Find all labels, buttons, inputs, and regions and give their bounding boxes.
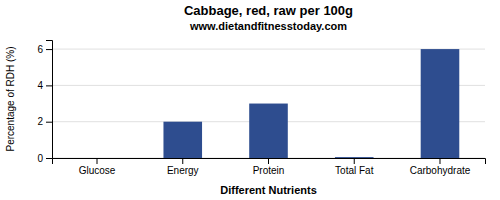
y-axis-title: Percentage of RDH (%) [5, 46, 16, 151]
x-tick-mark [268, 158, 269, 164]
y-tick-label: 4 [37, 80, 43, 91]
x-tick-mark [354, 158, 355, 164]
y-tick-mark [46, 49, 52, 50]
x-tick-label: Protein [253, 165, 285, 176]
y-tick: 6 [37, 44, 52, 55]
title: Cabbage, red, raw per 100g [184, 3, 353, 18]
x-tick-mark [97, 158, 98, 164]
grid-line [52, 49, 485, 50]
y-tick-mark [46, 158, 52, 159]
x-tick-label: Glucose [79, 165, 116, 176]
x-axis-title: Different Nutrients [220, 184, 317, 196]
y-tick-mark [46, 122, 52, 123]
bar [78, 158, 117, 159]
bar [421, 49, 460, 158]
bar [163, 122, 202, 158]
y-tick-label: 2 [37, 116, 43, 127]
x-tick: Carbohydrate [410, 158, 471, 176]
y-tick: 0 [37, 153, 52, 164]
x-tick: Glucose [79, 158, 116, 176]
x-tick: Protein [253, 158, 285, 176]
y-tick-label: 6 [37, 44, 43, 55]
x-tick-mark [182, 158, 183, 164]
plot: Glucose Energy Protein Total Fat Carbohydrat… [37, 41, 485, 177]
x-tick-label: Carbohydrate [410, 165, 471, 176]
x-tick-label: Energy [167, 165, 199, 176]
y-axis-line [46, 41, 53, 159]
x-axis: Glucose Energy Protein Total Fat Carbohydrat… [53, 158, 486, 176]
x-axis-line [53, 159, 486, 165]
bar [249, 104, 288, 158]
x-tick-label: Total Fat [335, 165, 374, 176]
y-tick: 4 [37, 80, 52, 91]
x-tick-mark [439, 158, 440, 164]
y-tick-mark [46, 85, 52, 86]
grid [52, 49, 485, 158]
bars [163, 49, 459, 158]
grid-line [52, 85, 485, 86]
x-tick: Total Fat [335, 158, 374, 176]
chart: Glucose Energy Protein Total Fat Carbohydrat… [0, 0, 500, 200]
subtitle: www.dietandfitnesstoday.com [189, 20, 347, 32]
x-tick: Energy [167, 158, 199, 176]
y-tick-label: 0 [37, 153, 43, 164]
bar [335, 157, 374, 158]
y-tick: 2 [37, 116, 52, 127]
y-axis: 0 2 4 6 [37, 41, 52, 164]
